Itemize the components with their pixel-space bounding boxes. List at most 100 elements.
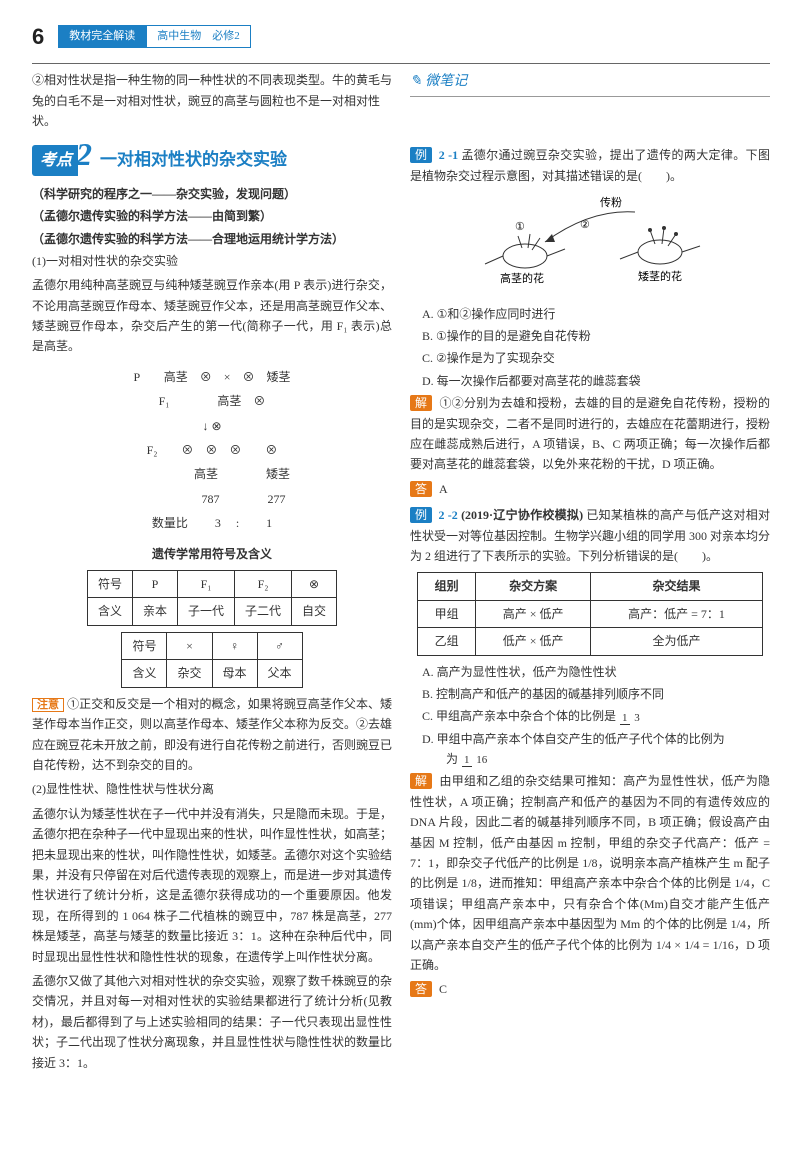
zhuyi-text: ①正交和反交是一个相对的概念，如果将豌豆高茎作父本、矮茎作母本当作正交，则以高茎… (32, 697, 392, 772)
subject-badge: 高中生物 必修2 (146, 25, 251, 48)
ex1-jie-text: ①②分别为去雄和授粉，去雄的目的是避免自花传粉，授粉的目的是实现杂交，二者不是同… (410, 396, 770, 471)
subhead-1: （科学研究的程序之一——杂交实验，发现问题） (32, 184, 392, 204)
section-1-head: (1)一对相对性状的杂交实验 (32, 251, 392, 271)
ex2-optC: C. 甲组高产亲本中杂合个体的比例是 1 3 (422, 706, 770, 726)
ex1-answer: 答 A (410, 479, 770, 499)
ex1-stem: 例 2 -1 孟德尔通过豌豆杂交实验，提出了遗传的两大定律。下图是植物杂交过程示… (410, 145, 770, 186)
ex2-optD: D. 甲组中高产亲本个体自交产生的低产子代个体的比例为 为 1 16 (422, 729, 770, 770)
ex2-badge: 例 (410, 507, 432, 523)
ex2-optD-frac: 1 16 (462, 754, 489, 766)
series-badge: 教材完全解读 (58, 25, 146, 48)
t1-h1: P (132, 571, 177, 598)
ct-h1: 杂交方案 (476, 573, 591, 600)
plant-svg: 传粉 ① ② 高茎的花 矮茎的花 (460, 194, 720, 289)
ex2-optC-pre: C. 甲组高产亲本中杂合个体的比例是 (422, 709, 616, 723)
ex2-ans: C (439, 982, 447, 996)
weibiji-label: ✎ 微笔记 (410, 74, 467, 89)
ex1-ans: A (439, 482, 448, 496)
ex2-jie-text: 由甲组和乙组的杂交结果可推知：高产为显性性状，低产为隐性性状，A 项正确；控制高… (410, 774, 770, 972)
da-badge-1: 答 (410, 481, 432, 497)
ex1-solution: 解 ①②分别为去雄和授粉，去雄的目的是避免自花传粉，授粉的目的是实现杂交，二者不… (410, 393, 770, 475)
ex2-optD-pre: D. 甲组中高产亲本个体自交产生的低产子代个体的比例为 (422, 732, 725, 746)
right-column: ✎ 微笔记 例 2 -1 孟德尔通过豌豆杂交实验，提出了遗传的两大定律。下图是植… (410, 70, 770, 1077)
ex1-badge: 例 (410, 147, 432, 163)
ct-r1-1: 高产 × 低产 (476, 600, 591, 627)
t2-h3: ♂ (257, 632, 302, 659)
label-top: 传粉 (600, 196, 622, 209)
t2-h2: ♀ (212, 632, 257, 659)
symbol-table-2: 符号 × ♀ ♂ 含义 杂交 母本 父本 (121, 632, 302, 688)
subhead-3: （孟德尔遗传实验的科学方法——合理地运用统计学方法） (32, 229, 392, 249)
t1-d2: 子一代 (177, 598, 234, 625)
label-right: 矮茎的花 (638, 269, 682, 283)
t2-h1: × (167, 632, 212, 659)
t1-h2: F₁ (177, 571, 234, 598)
header-rule (32, 63, 770, 64)
jie-badge-1: 解 (410, 395, 432, 411)
t1-h4: ⊗ (292, 571, 337, 598)
diag-row-self: ↓ ⊗ (32, 416, 392, 436)
t2-d2: 母本 (212, 660, 257, 687)
label-circ2: ② (580, 219, 590, 231)
diag-row-f2: F₂ ⊗ ⊗ ⊗ ⊗ (32, 440, 392, 460)
label-left: 高茎的花 (500, 271, 544, 285)
diag-row-labels: 高茎 矮茎 (32, 464, 392, 484)
ex2-optA: A. 高产为显性性状，低产为隐性性状 (422, 662, 770, 682)
ex2-optB: B. 控制高产和低产的基因的碱基排列顺序不同 (422, 684, 770, 704)
t1-d1: 亲本 (132, 598, 177, 625)
diag-row-ratio: 数量比 3 : 1 (32, 513, 392, 533)
t2-d1: 杂交 (167, 660, 212, 687)
t1-h0: 符号 (87, 571, 132, 598)
ct-r2-0: 乙组 (418, 628, 476, 655)
ex1-optD: D. 每一次操作后都要对高茎花的雌蕊套袋 (422, 371, 770, 391)
section-3-body: 孟德尔又做了其他六对相对性状的杂交实验，观察了数千株豌豆的杂交情况，并且对每一对… (32, 971, 392, 1073)
section-1-body: 孟德尔用纯种高茎豌豆与纯种矮茎豌豆作亲本(用 P 表示)进行杂交，不论用高茎豌豆… (32, 275, 392, 357)
ct-r1-2: 高产：低产 = 7：1 (591, 600, 763, 627)
ex1-optC: C. ②操作是为了实现杂交 (422, 348, 770, 368)
ct-h2: 杂交结果 (591, 573, 763, 600)
subhead-2: （孟德尔遗传实验的科学方法——由简到繁） (32, 206, 392, 226)
diag-row-f1: F₁ 高茎 ⊗ (32, 391, 392, 411)
intro-note: ②相对性状是指一种生物的同一种性状的不同表现类型。牛的黄毛与兔的白毛不是一对相对… (32, 70, 392, 131)
ex1-optA: A. ①和②操作应同时进行 (422, 304, 770, 324)
section-2-body: 孟德尔认为矮茎性状在子一代中并没有消失，只是隐而未现。于是，孟德尔把在杂种子一代… (32, 804, 392, 967)
symbol-table-title: 遗传学常用符号及含义 (32, 544, 392, 564)
t1-h3: F₂ (235, 571, 292, 598)
ex2-table: 组别 杂交方案 杂交结果 甲组 高产 × 低产 高产：低产 = 7：1 乙组 低… (417, 572, 763, 655)
diag-row-counts: 787 277 (32, 489, 392, 509)
ex2-answer: 答 C (410, 979, 770, 999)
zhuyi-badge: 注意 (32, 698, 64, 712)
ex2-num: 2 -2 (439, 508, 458, 522)
kaodian-title: 一对相对性状的杂交实验 (100, 146, 287, 175)
ct-h0: 组别 (418, 573, 476, 600)
section-2-head: (2)显性性状、隐性性状与性状分离 (32, 779, 392, 799)
ex2-solution: 解 由甲组和乙组的杂交结果可推知：高产为显性性状，低产为隐性性状，A 项正确；控… (410, 771, 770, 975)
two-column-layout: ②相对性状是指一种生物的同一种性状的不同表现类型。牛的黄毛与兔的白毛不是一对相对… (32, 70, 770, 1077)
t2-d3: 父本 (257, 660, 302, 687)
ex1-optB: B. ①操作的目的是避免自花传粉 (422, 326, 770, 346)
ct-r2-2: 全为低产 (591, 628, 763, 655)
zhuyi-block: 注意 ①正交和反交是一个相对的概念，如果将豌豆高茎作父本、矮茎作母本当作正交，则… (32, 694, 392, 776)
diag-row-p: P 高茎 ⊗ × ⊗ 矮茎 (32, 367, 392, 387)
ex2-optC-frac: 1 3 (620, 712, 642, 724)
left-column: ②相对性状是指一种生物的同一种性状的不同表现类型。牛的黄毛与兔的白毛不是一对相对… (32, 70, 392, 1077)
t1-d3: 子二代 (235, 598, 292, 625)
ct-r2-1: 低产 × 低产 (476, 628, 591, 655)
t2-d0: 含义 (122, 660, 167, 687)
plant-diagram: 传粉 ① ② 高茎的花 矮茎的花 (410, 194, 770, 296)
weibiji-header: ✎ 微笔记 (410, 70, 770, 97)
ex1-text: 孟德尔通过豌豆杂交实验，提出了遗传的两大定律。下图是植物杂交过程示意图，对其描述… (410, 148, 770, 182)
da-badge-2: 答 (410, 981, 432, 997)
label-circ1: ① (515, 221, 525, 233)
t1-d4: 自交 (292, 598, 337, 625)
cross-diagram: P 高茎 ⊗ × ⊗ 矮茎 F₁ 高茎 ⊗ ↓ ⊗ F₂ ⊗ ⊗ ⊗ ⊗ 高茎 … (32, 367, 392, 534)
ex1-num: 2 -1 (439, 148, 458, 162)
symbol-table-1: 符号 P F₁ F₂ ⊗ 含义 亲本 子一代 子二代 自交 (87, 570, 337, 626)
t1-d0: 含义 (87, 598, 132, 625)
kaodian-number: 2 (76, 142, 92, 168)
kaodian-badge: 考点 (32, 145, 78, 176)
jie-badge-2: 解 (410, 773, 432, 789)
ct-r1-0: 甲组 (418, 600, 476, 627)
page-number: 6 (32, 18, 44, 55)
ex2-src: (2019·辽宁协作校模拟) (461, 508, 583, 522)
